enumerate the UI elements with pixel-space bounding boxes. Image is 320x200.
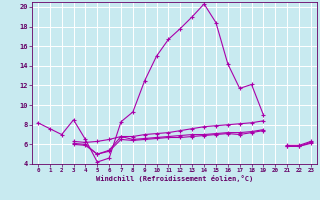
X-axis label: Windchill (Refroidissement éolien,°C): Windchill (Refroidissement éolien,°C) xyxy=(96,175,253,182)
